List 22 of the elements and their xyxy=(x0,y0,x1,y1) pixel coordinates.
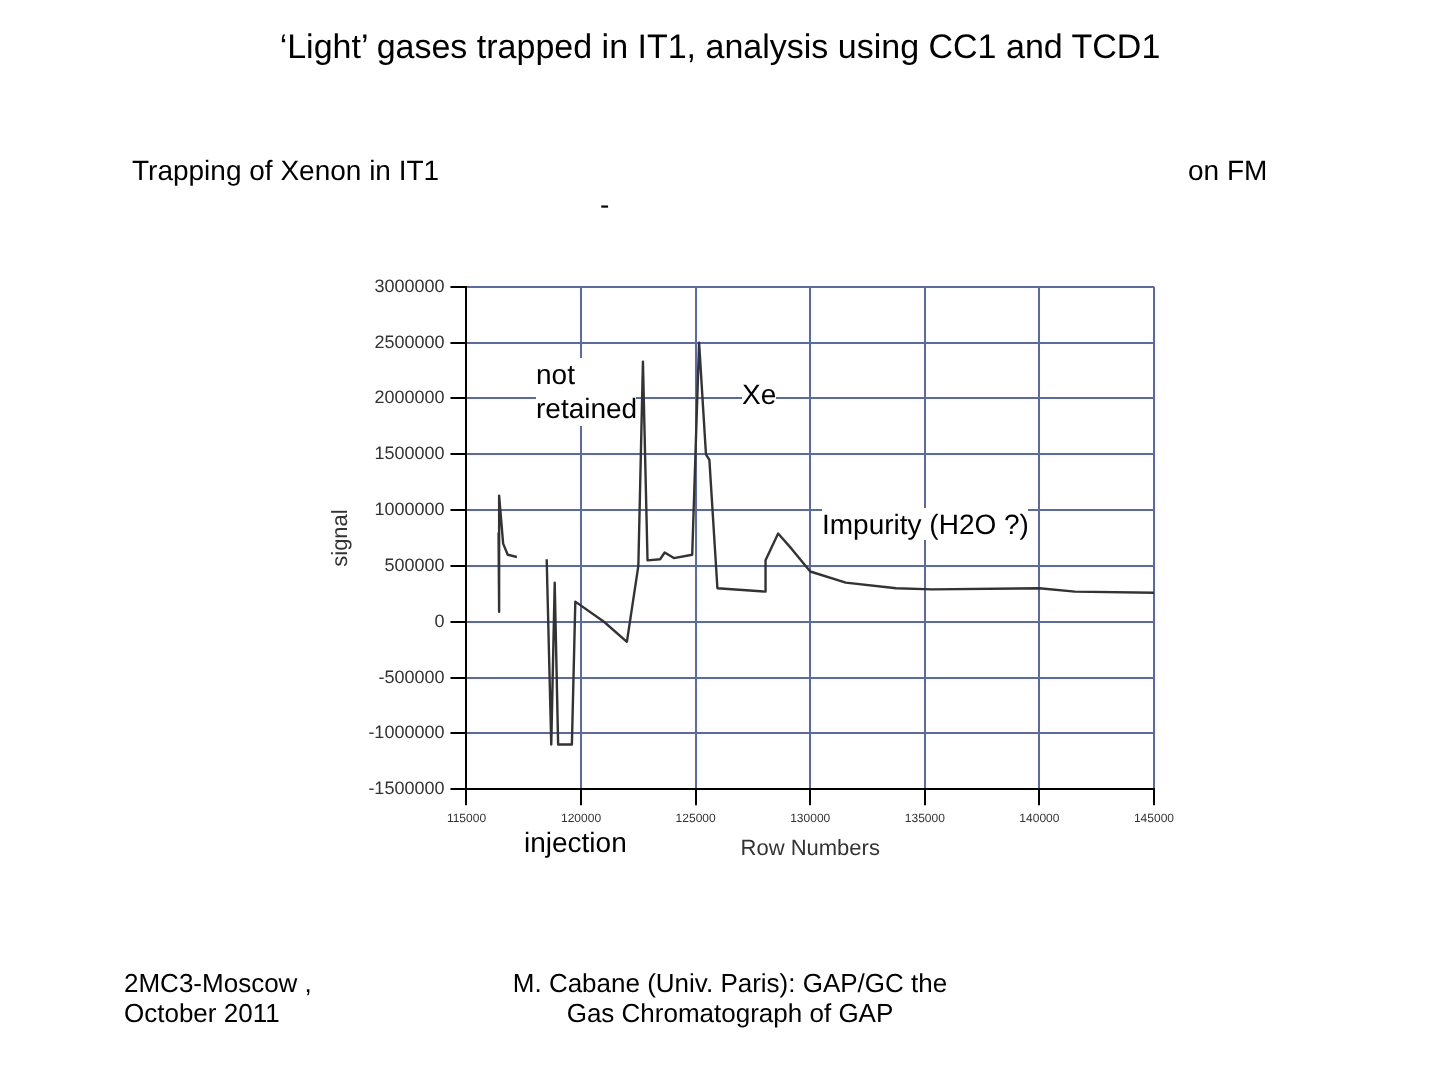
text: injection xyxy=(524,826,627,858)
text: on FM xyxy=(1188,154,1268,186)
text: 2MC3-Moscow , October 2011 xyxy=(124,968,314,1028)
y-tick-label: 1000000 xyxy=(374,499,445,520)
y-axis-title: signal xyxy=(329,509,354,567)
y-tick-label: -1500000 xyxy=(368,778,445,799)
chart-subtitle: Trapping of Xenon in IT1 xyxy=(132,154,440,186)
chart-title: ‘Light’ gases trapped in IT1, analysis using CC1 and TCD1 xyxy=(277,28,1163,68)
annotation: not retained xyxy=(536,358,638,426)
y-tick-label: 3000000 xyxy=(374,275,445,296)
y-tick-label: -1000000 xyxy=(368,722,445,743)
text: - xyxy=(600,188,610,220)
y-tick-label: 1500000 xyxy=(374,443,445,464)
y-tick-label: 0 xyxy=(434,610,445,631)
annotation: Xe xyxy=(742,378,777,410)
y-tick-label: 2500000 xyxy=(374,331,445,352)
y-tick-label: 500000 xyxy=(384,554,445,575)
text: M. Cabane (Univ. Paris): GAP/GC the Gas Chromatograph of GAP xyxy=(510,968,950,1028)
annotation: Impurity (H2O ?) xyxy=(822,508,1029,540)
x-axis-title: Row Numbers xyxy=(740,836,881,861)
y-tick-label: 2000000 xyxy=(374,387,445,408)
y-tick-label: -500000 xyxy=(378,666,445,687)
